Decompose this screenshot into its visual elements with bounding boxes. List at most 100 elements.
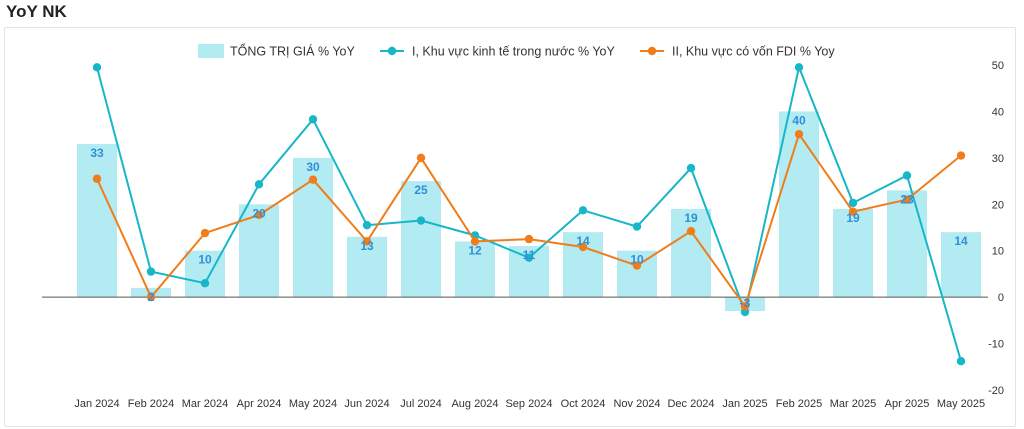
- x-tick-label: Oct 2024: [561, 398, 606, 410]
- series-point: [308, 115, 318, 124]
- x-tick-label: Feb 2025: [776, 398, 822, 410]
- y-tick-label: 0: [998, 292, 1004, 304]
- series-point: [902, 195, 912, 204]
- bar: [401, 181, 441, 298]
- bar: [833, 208, 873, 298]
- bar-data-label: 19: [684, 211, 698, 225]
- x-tick-label: Sep 2024: [505, 398, 552, 410]
- y-tick-label: -10: [988, 339, 1004, 351]
- series-point: [578, 206, 588, 215]
- bar: [671, 208, 711, 298]
- bar-data-label: 33: [90, 146, 104, 160]
- series-point: [524, 253, 534, 262]
- x-axis: Jan 2024 Feb 2024 Mar 2024 Apr 2024 May 2024…: [74, 398, 985, 410]
- series-point: [146, 292, 156, 302]
- bar-data-label: -3: [740, 296, 751, 310]
- series-point: [200, 279, 210, 288]
- series-point: [308, 175, 318, 184]
- y-tick-label: -20: [988, 385, 1004, 397]
- page-title: YoY NK: [6, 2, 67, 21]
- bar-data-label: 30: [306, 160, 320, 174]
- x-tick-label: Feb 2024: [128, 398, 174, 410]
- bars-group: [77, 111, 981, 312]
- y-tick-label: 20: [992, 199, 1004, 211]
- bar-data-label: 14: [954, 234, 968, 248]
- x-tick-label: Jul 2024: [400, 398, 442, 410]
- series-point: [92, 63, 102, 72]
- series-point: [902, 171, 912, 180]
- bar-data-label: 19: [846, 211, 860, 225]
- bar-data-label: 14: [576, 234, 590, 248]
- data-labels-group: 33 2 10 20 30 13 25 12 11 14 10 19 -3 40 19 23 14: [90, 113, 968, 310]
- legend-label: II, Khu vực có vốn FDI % Yoy: [672, 45, 835, 59]
- x-tick-label: Mar 2024: [182, 398, 228, 410]
- series-point: [686, 163, 696, 173]
- series-point: [632, 261, 642, 270]
- series-point: [470, 237, 480, 246]
- y-tick-label: 10: [992, 246, 1004, 258]
- series-point: [956, 151, 966, 160]
- y-tick-label: 50: [992, 60, 1004, 72]
- series-point: [416, 216, 426, 225]
- x-tick-label: Dec 2024: [667, 398, 714, 410]
- x-tick-label: Apr 2025: [885, 398, 930, 410]
- bar-data-label: 20: [252, 206, 266, 220]
- bar-data-label: 40: [792, 113, 806, 127]
- x-tick-label: Jan 2025: [722, 398, 767, 410]
- lines-group: [92, 63, 966, 366]
- series-point: [740, 302, 750, 311]
- series-point: [92, 174, 102, 183]
- legend-swatch-bar: [198, 44, 224, 58]
- x-tick-label: Mar 2025: [830, 398, 876, 410]
- chart-legend: TỔNG TRỊ GIÁ % YoY I, Khu vực kinh tế tro…: [198, 44, 835, 59]
- bar: [455, 241, 495, 298]
- x-tick-label: Aug 2024: [451, 398, 498, 410]
- series-point: [362, 237, 372, 246]
- series-point: [848, 207, 858, 216]
- bar: [779, 111, 819, 298]
- bar-data-label: 10: [198, 253, 212, 267]
- x-tick-label: May 2025: [937, 398, 985, 410]
- bar: [941, 232, 981, 298]
- bar: [887, 190, 927, 298]
- series-point: [146, 267, 156, 276]
- legend-swatch-marker: [387, 46, 397, 56]
- series-point: [524, 234, 534, 244]
- series-point: [956, 357, 966, 366]
- series-point: [362, 220, 372, 230]
- x-tick-label: Apr 2024: [237, 398, 282, 410]
- x-tick-label: Jun 2024: [344, 398, 389, 410]
- bar: [617, 250, 657, 298]
- series-point: [686, 227, 696, 236]
- y-tick-label: 30: [992, 153, 1004, 165]
- bar-data-label: 11: [523, 248, 536, 262]
- legend-label: I, Khu vực kinh tế trong nước % YoY: [412, 45, 615, 59]
- x-tick-label: Nov 2024: [613, 398, 660, 410]
- bar-data-label: 10: [630, 253, 644, 267]
- bar-data-label: 12: [468, 243, 482, 257]
- x-tick-label: Jan 2024: [74, 398, 119, 410]
- series-point: [254, 210, 264, 220]
- series-line: [96, 66, 962, 362]
- bar: [131, 287, 171, 298]
- bar-data-label: 25: [414, 183, 428, 197]
- x-tick-label: May 2024: [289, 398, 337, 410]
- y-tick-label: 40: [992, 106, 1004, 118]
- legend-swatch-marker: [647, 46, 657, 56]
- bar-data-label: 13: [360, 239, 374, 253]
- series-point: [794, 63, 804, 72]
- bar: [347, 236, 387, 298]
- series-point: [632, 222, 642, 231]
- series-point: [200, 228, 210, 238]
- series-point: [848, 198, 858, 208]
- y-axis: -20 -10 0 10 20 30 40 50: [988, 60, 1004, 397]
- legend-label: TỔNG TRỊ GIÁ % YoY: [230, 44, 355, 59]
- bar-data-label: 2: [148, 290, 155, 304]
- series-point: [416, 153, 426, 163]
- bar-data-label: 23: [900, 192, 914, 206]
- series-point: [254, 180, 264, 189]
- series-point: [578, 242, 588, 252]
- bar: [77, 143, 117, 298]
- series-point: [794, 129, 804, 139]
